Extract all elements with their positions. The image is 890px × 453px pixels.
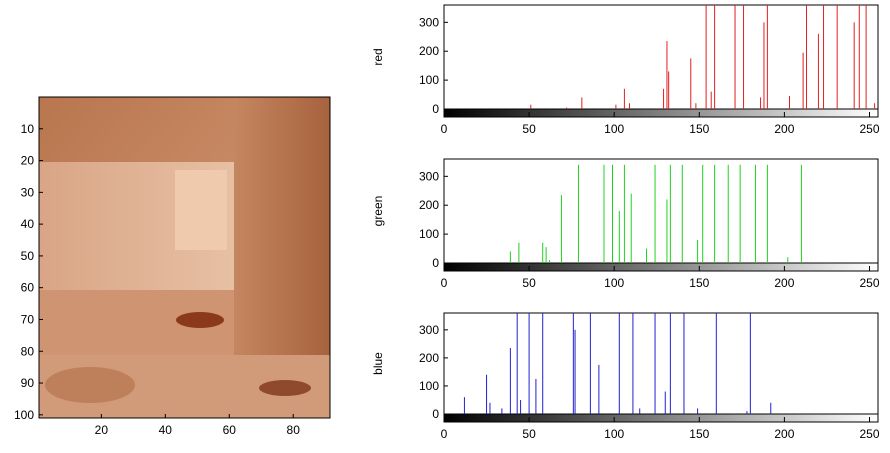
y-tick-label: 200 bbox=[419, 44, 439, 58]
y-tick-label: 10 bbox=[21, 122, 35, 136]
x-tick-label: 200 bbox=[774, 276, 794, 290]
x-tick-label: 50 bbox=[522, 122, 536, 136]
x-tick-label: 0 bbox=[441, 427, 448, 441]
x-tick-label: 200 bbox=[774, 427, 794, 441]
y-tick-label: 20 bbox=[21, 154, 35, 168]
y-tick-label: 0 bbox=[432, 407, 439, 421]
x-tick-label: 150 bbox=[689, 122, 709, 136]
y-tick-label: 200 bbox=[419, 351, 439, 365]
y-tick-label: 60 bbox=[21, 281, 35, 295]
axes-box bbox=[443, 312, 879, 415]
y-tick-label: 300 bbox=[419, 15, 439, 29]
y-tick-label: 90 bbox=[21, 376, 35, 390]
x-tick-label: 80 bbox=[287, 423, 301, 437]
y-tick-label: 0 bbox=[432, 102, 439, 116]
gray-scale-bar bbox=[443, 262, 879, 272]
y-axis-label: red bbox=[371, 48, 385, 65]
x-tick-label: 100 bbox=[604, 427, 624, 441]
y-tick-label: 300 bbox=[419, 323, 439, 337]
x-tick-label: 150 bbox=[689, 276, 709, 290]
y-tick-label: 200 bbox=[419, 198, 439, 212]
axes-box bbox=[443, 158, 879, 264]
axes-box bbox=[443, 4, 879, 110]
y-tick-label: 80 bbox=[21, 344, 35, 358]
y-tick-label: 100 bbox=[14, 408, 34, 422]
y-tick-label: 50 bbox=[21, 249, 35, 263]
y-tick-label: 40 bbox=[21, 217, 35, 231]
y-tick-label: 0 bbox=[432, 256, 439, 270]
x-tick-label: 50 bbox=[522, 276, 536, 290]
y-tick-label: 70 bbox=[21, 312, 35, 326]
x-tick-label: 0 bbox=[441, 276, 448, 290]
x-tick-label: 250 bbox=[859, 122, 879, 136]
x-tick-label: 200 bbox=[774, 122, 794, 136]
x-tick-label: 0 bbox=[441, 122, 448, 136]
axes-box bbox=[38, 96, 331, 419]
x-tick-label: 250 bbox=[859, 276, 879, 290]
y-axis-label: blue bbox=[371, 352, 385, 375]
x-tick-label: 100 bbox=[604, 276, 624, 290]
y-tick-label: 100 bbox=[419, 73, 439, 87]
y-axis-label: green bbox=[371, 196, 385, 227]
gray-scale-bar bbox=[443, 108, 879, 118]
y-tick-label: 100 bbox=[419, 227, 439, 241]
x-tick-label: 150 bbox=[689, 427, 709, 441]
x-tick-label: 60 bbox=[223, 423, 237, 437]
y-tick-label: 100 bbox=[419, 379, 439, 393]
x-tick-label: 250 bbox=[859, 427, 879, 441]
y-tick-label: 30 bbox=[21, 185, 35, 199]
x-tick-label: 40 bbox=[159, 423, 173, 437]
image bbox=[39, 97, 330, 418]
gray-scale-bar bbox=[443, 413, 879, 423]
x-tick-label: 50 bbox=[522, 427, 536, 441]
x-tick-label: 100 bbox=[604, 122, 624, 136]
x-tick-label: 20 bbox=[95, 423, 109, 437]
y-tick-label: 300 bbox=[419, 169, 439, 183]
